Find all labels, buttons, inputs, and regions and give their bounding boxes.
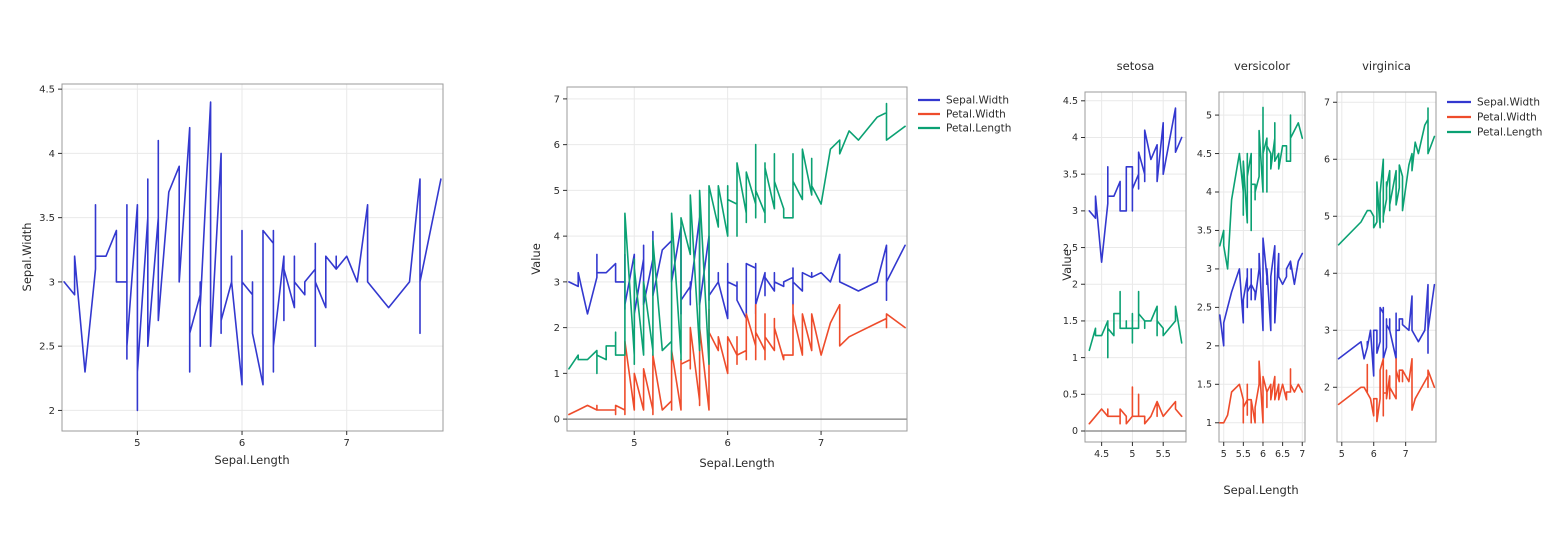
series-line-petal-width [1337, 357, 1436, 423]
y-tick-label: 1 [1206, 418, 1212, 429]
panel-border [1218, 91, 1306, 443]
y-tick-label: 3 [1324, 326, 1330, 337]
series-line-sepal-width [1219, 237, 1304, 347]
y-tick-label: 7 [1324, 97, 1330, 108]
y-tick-label: 4.5 [39, 85, 55, 96]
y-tick-label: 2.5 [1063, 243, 1078, 254]
y-tick-label: 2 [1072, 279, 1078, 290]
x-tick-label: 7 [818, 438, 824, 449]
panel-border [1084, 91, 1187, 443]
x-tick-label: 4.5 [1094, 449, 1109, 460]
x-tick-label: 6.5 [1275, 449, 1290, 460]
x-tick-label: 5 [134, 438, 140, 449]
x-tick-label: 5 [1221, 449, 1227, 460]
x-tick-label: 6 [239, 438, 245, 449]
legend-label: Sepal.Width [1477, 97, 1540, 109]
y-tick-label: 3 [1206, 264, 1212, 275]
y-axis-label: Sepal.Width [20, 223, 34, 292]
x-axis-label: Sepal.Length [699, 456, 774, 470]
y-tick-label: 3 [1072, 206, 1078, 217]
y-tick-label: 3.5 [1197, 226, 1212, 237]
series-line-sepal-width [1088, 107, 1183, 264]
y-tick-label: 7 [554, 94, 560, 105]
series-line-petal-length [1088, 290, 1183, 359]
y-tick-label: 5 [1324, 211, 1330, 222]
facet-title: virginica [1362, 59, 1411, 73]
facet-title: versicolor [1234, 59, 1290, 73]
y-tick-label: 1 [554, 369, 560, 380]
x-tick-label: 7 [1403, 449, 1409, 460]
x-tick-label: 5.5 [1156, 449, 1171, 460]
x-tick-label: 5.5 [1236, 449, 1251, 460]
chart-sepal-width-vs-sepal-length: 5 6 7 2 2.5 3 3.5 4 4.5 Sepal.Length Sepal.Width [20, 83, 444, 467]
y-tick-label: 6 [1324, 154, 1330, 165]
series-line-petal-width [1219, 360, 1304, 424]
legend-label: Petal.Length [946, 123, 1011, 135]
y-axis-label: Value [529, 243, 543, 275]
y-tick-label: 4 [1072, 133, 1078, 144]
y-tick-label: 4 [1324, 269, 1330, 280]
series-line-petal-length [1219, 106, 1304, 270]
chart-faceted-by-species: 4.5 5 5.5 0 0.5 1 1.5 2 2.5 3 3.5 4 4.5 setosa 5 5.5 6 6.… [1060, 59, 1542, 497]
x-tick-label: 5 [1129, 449, 1135, 460]
x-tick-label: 5 [1339, 449, 1345, 460]
x-tick-label: 7 [344, 438, 350, 449]
panel-border [61, 83, 444, 432]
y-tick-label: 5 [1206, 110, 1212, 121]
y-tick-label: 2 [1324, 383, 1330, 394]
y-tick-label: 0 [1072, 426, 1078, 437]
series-line-petal-width [1088, 386, 1183, 425]
legend-label: Petal.Width [1477, 112, 1537, 124]
x-axis-label: Sepal.Length [214, 453, 289, 467]
series-line-sepal-width [1337, 283, 1436, 377]
y-tick-label: 3.5 [1063, 169, 1078, 180]
y-axis-label: Value [1060, 249, 1074, 281]
y-tick-label: 1 [1072, 353, 1078, 364]
x-tick-label: 6 [1260, 449, 1266, 460]
y-tick-label: 5 [554, 186, 560, 197]
y-tick-label: 0.5 [1063, 390, 1078, 401]
y-tick-label: 2 [1206, 341, 1212, 352]
panel-border [566, 86, 908, 432]
x-tick-label: 7 [1299, 449, 1305, 460]
y-tick-label: 0 [554, 415, 560, 426]
x-tick-label: 5 [631, 438, 637, 449]
x-axis-label: Sepal.Length [1223, 483, 1298, 497]
series-line-petal-length [568, 102, 906, 375]
y-tick-label: 4.5 [1063, 96, 1078, 107]
series-line-sepal-width [63, 101, 442, 412]
y-tick-label: 1.5 [1197, 380, 1212, 391]
series-line-petal-length [1337, 107, 1436, 246]
x-tick-label: 6 [1371, 449, 1377, 460]
y-tick-label: 2 [554, 323, 560, 334]
series-line-petal-width [568, 303, 906, 416]
y-tick-label: 4 [49, 149, 55, 160]
legend-label: Petal.Length [1477, 127, 1542, 139]
y-tick-label: 3.5 [39, 213, 55, 224]
y-tick-label: 2.5 [1197, 303, 1212, 314]
x-tick-label: 6 [724, 438, 730, 449]
y-tick-label: 4.5 [1197, 149, 1212, 160]
y-tick-label: 4 [554, 232, 560, 243]
panel-border [1336, 91, 1437, 443]
legend-label: Sepal.Width [946, 95, 1009, 107]
y-tick-label: 1.5 [1063, 316, 1078, 327]
chart-all-measures-vs-sepal-length: 5 6 7 0 1 2 3 4 5 6 7 Sepal.Length Value Sepal.Width P… [529, 86, 1011, 470]
y-tick-label: 2 [49, 406, 55, 417]
y-tick-label: 3 [49, 277, 55, 288]
y-tick-label: 4 [1206, 187, 1212, 198]
y-tick-label: 3 [554, 277, 560, 288]
legend-label: Petal.Width [946, 109, 1006, 121]
y-tick-label: 2.5 [39, 342, 55, 353]
y-tick-label: 6 [554, 140, 560, 151]
facet-title: setosa [1117, 59, 1155, 73]
